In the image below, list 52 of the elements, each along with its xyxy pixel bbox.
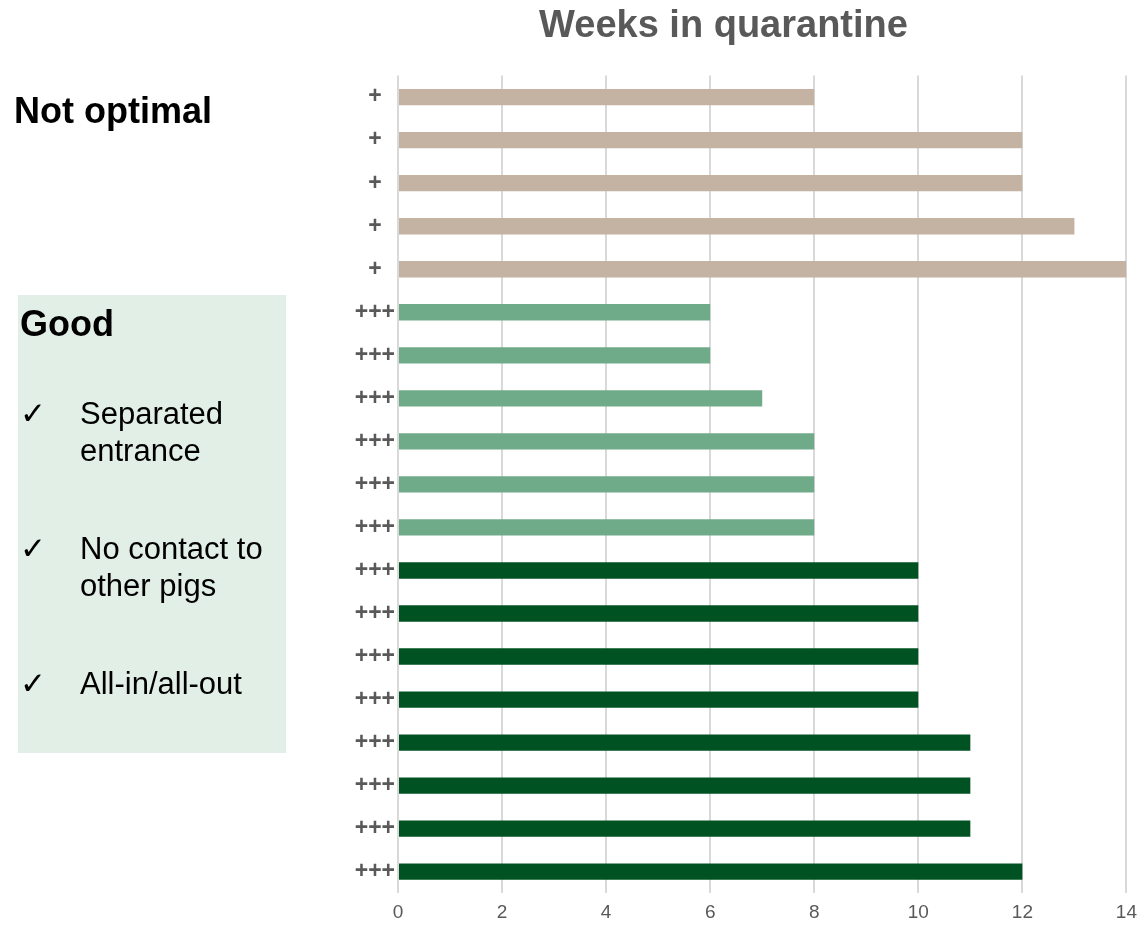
chart-title: Weeks in quarantine: [539, 3, 908, 46]
bar: [399, 820, 971, 837]
bar: [399, 88, 815, 106]
y-tick-label: +: [368, 254, 382, 281]
y-tick-label: +: [368, 82, 382, 109]
text: ✓ All-in/all-out: [20, 665, 242, 703]
y-tick-label: +++: [354, 469, 395, 496]
bar: [399, 304, 711, 321]
bar: [399, 562, 919, 579]
x-tick-label: 8: [808, 900, 820, 922]
bar: [399, 648, 919, 665]
y-tick-label: +++: [354, 727, 395, 754]
text: ✓ Separated entrance: [20, 395, 225, 470]
bar: [399, 734, 971, 751]
text: ✓ No contact to other pigs: [20, 530, 264, 605]
y-tick-label: +++: [354, 297, 395, 324]
bar: [399, 863, 1023, 880]
x-tick-label: 14: [1115, 900, 1138, 922]
bar: [399, 691, 919, 708]
x-tick-label: 6: [704, 900, 716, 922]
x-tick-label: 10: [907, 900, 929, 922]
y-tick-label: +: [368, 125, 382, 152]
text: Not optimal: [14, 90, 212, 132]
x-tick-label: 0: [392, 900, 404, 922]
bar: [399, 347, 711, 364]
x-tick-label: 2: [496, 900, 508, 922]
y-tick-label: +: [368, 168, 382, 195]
bar: [399, 519, 815, 536]
y-tick-label: +++: [354, 598, 395, 625]
text: Good: [20, 303, 114, 345]
y-tick-label: +++: [354, 383, 395, 410]
y-tick-label: +++: [354, 770, 395, 797]
y-tick-label: +++: [354, 340, 395, 367]
y-tick-label: +++: [354, 814, 395, 840]
bar: [399, 218, 1075, 235]
bar: [399, 261, 1127, 278]
x-tick-label: 12: [1011, 900, 1033, 922]
y-tick-label: +++: [354, 684, 395, 711]
y-tick-label: +: [368, 211, 382, 238]
y-tick-label: +++: [354, 641, 395, 668]
y-tick-label: +++: [354, 426, 395, 453]
bar: [399, 476, 815, 493]
x-tick-label: 4: [600, 900, 612, 922]
y-tick-label: +++: [354, 512, 395, 539]
bar: [399, 605, 919, 622]
bar: [399, 131, 1023, 149]
bar: [399, 777, 971, 794]
bar: [399, 390, 763, 407]
bar: [399, 433, 815, 450]
bar: [399, 175, 1023, 192]
y-tick-label: +++: [354, 857, 395, 884]
y-tick-label: +++: [354, 555, 395, 582]
